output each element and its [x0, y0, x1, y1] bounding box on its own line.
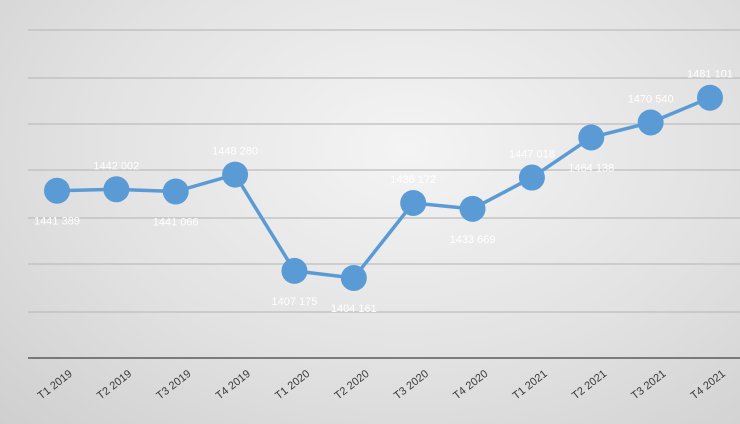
data-point [459, 195, 486, 222]
x-tick-label: T2 2019 [95, 368, 134, 402]
data-points [44, 84, 723, 291]
series-line-group [56, 96, 711, 280]
data-label: 1433 669 [450, 234, 496, 246]
data-point [578, 124, 605, 151]
data-label: 1441 389 [34, 216, 80, 228]
x-tick-labels: T1 2019 T2 2019 T3 2019 T4 2019 T1 2020 T2 20… [36, 368, 728, 402]
data-point [518, 164, 545, 191]
data-label: 1407 175 [272, 296, 318, 308]
data-point [637, 109, 664, 136]
x-tick-label: T1 2020 [273, 368, 312, 402]
data-label: 1481 101 [687, 69, 733, 81]
data-point [44, 177, 70, 204]
data-point [222, 161, 249, 188]
data-label: 1470 540 [628, 93, 674, 105]
data-point [103, 176, 130, 203]
gridlines [28, 29, 740, 313]
x-tick-label: T2 2021 [570, 368, 609, 402]
data-label: 1436 172 [390, 174, 436, 186]
data-label: 1448 280 [212, 146, 258, 158]
series-line [56, 96, 711, 280]
x-tick-label: T1 2019 [36, 368, 75, 402]
data-point [281, 257, 308, 284]
data-point [162, 178, 189, 205]
data-label: 1464 138 [568, 162, 614, 174]
x-tick-label: T1 2021 [511, 368, 550, 402]
x-tick-label: T4 2019 [214, 368, 253, 402]
data-point [697, 84, 723, 111]
x-tick-label: T3 2020 [392, 368, 431, 402]
data-label: 1441 066 [153, 217, 199, 229]
x-tick-label: T4 2021 [689, 368, 728, 402]
x-tick-label: T2 2020 [332, 368, 371, 402]
data-label: 1442 002 [93, 160, 139, 172]
x-tick-label: T3 2019 [154, 368, 193, 402]
x-tick-label: T4 2020 [451, 368, 490, 402]
x-tick-label: T3 2021 [629, 368, 668, 402]
data-point [340, 264, 367, 291]
data-label: 1404 161 [331, 303, 377, 315]
data-labels: 1441 389 1442 002 1441 066 1448 280 1407 175… [34, 69, 733, 315]
data-point [400, 189, 427, 216]
data-label: 1447 018 [509, 149, 555, 161]
